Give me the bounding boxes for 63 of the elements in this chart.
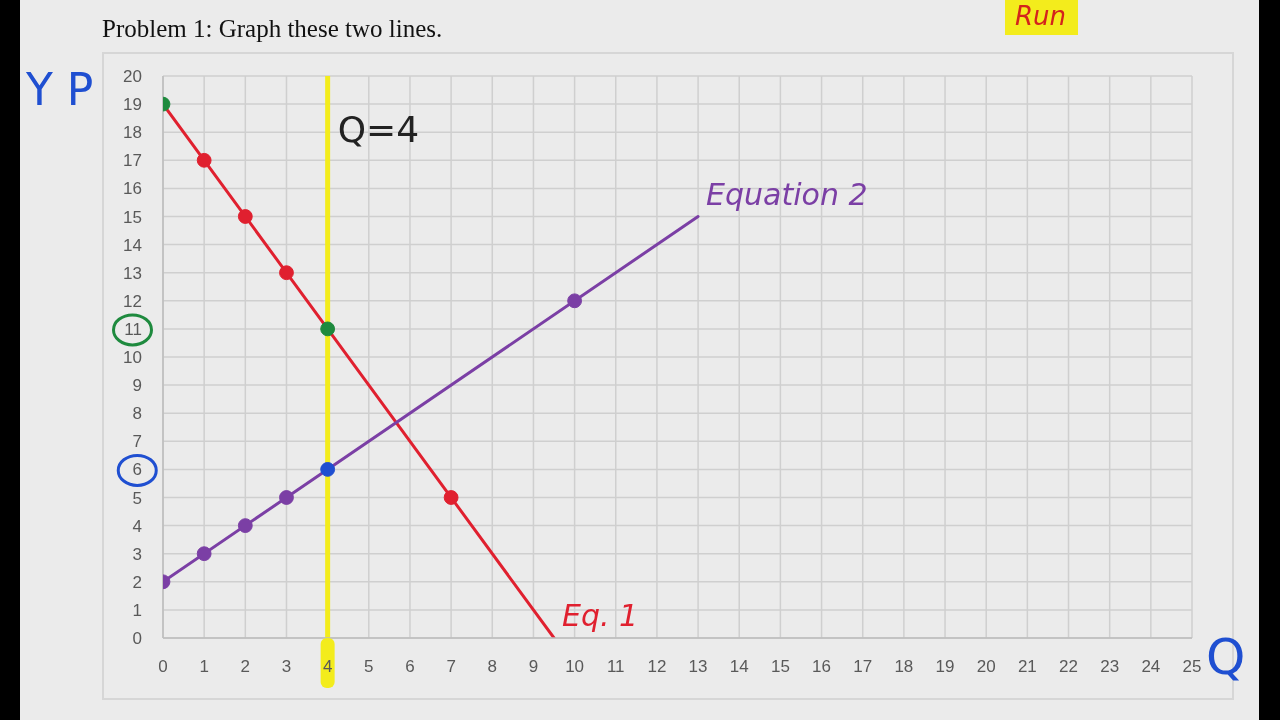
y-tick-label: 14 — [123, 235, 142, 255]
x-tick-label: 8 — [487, 657, 498, 677]
y-tick-label: 10 — [123, 348, 142, 368]
y-tick-label: 9 — [132, 376, 142, 396]
x-tick-label: 2 — [240, 657, 251, 677]
x-tick-label: 18 — [894, 657, 914, 677]
x-tick-label: 15 — [770, 657, 790, 677]
point — [443, 490, 459, 505]
x-tick-label: 7 — [446, 657, 456, 677]
ref-line-label: Q=4 — [337, 109, 420, 150]
x-tick-label: 11 — [606, 657, 625, 677]
x-tick-label: 4 — [322, 657, 333, 677]
x-tick-label: 22 — [1059, 657, 1078, 677]
x-tick-label: 6 — [405, 657, 415, 677]
x-tick-label: 5 — [364, 657, 374, 677]
x-tick-label: 0 — [158, 657, 168, 677]
y-tick-label: 16 — [123, 179, 142, 199]
y-tick-label: 1 — [132, 600, 142, 620]
y-tick-label: 0 — [132, 629, 142, 649]
y-tick-label: 12 — [123, 291, 142, 311]
y-tick-label: 15 — [123, 207, 142, 227]
x-tick-label: 20 — [976, 657, 996, 677]
x-tick-label: 24 — [1141, 657, 1161, 677]
point — [279, 490, 294, 505]
point — [567, 293, 583, 309]
y-tick-label: 3 — [132, 544, 142, 564]
series-label: Equation 2 — [706, 176, 868, 212]
y-tick-label: 8 — [132, 404, 142, 424]
x-tick-label: 21 — [1017, 657, 1037, 677]
y-axis-title: Y P — [26, 64, 94, 115]
y-tick-label: 5 — [132, 488, 142, 508]
y-tick-label: 4 — [132, 516, 142, 536]
point — [279, 265, 294, 281]
x-tick-label: 9 — [528, 657, 539, 677]
y-tick-label: 19 — [123, 95, 142, 115]
point — [237, 518, 253, 533]
x-tick-label: 25 — [1182, 657, 1202, 677]
text: Run — [1015, 1, 1067, 31]
x-tick-label: 3 — [281, 657, 292, 677]
y-tick-label: 2 — [132, 572, 142, 592]
x-tick-label: 12 — [647, 657, 667, 677]
series-label: Eq. 1 — [562, 598, 639, 633]
x-tick-label: 13 — [688, 657, 708, 677]
y-tick-label: 6 — [132, 460, 142, 480]
chart-title: Problem 1: Graph these two lines. — [102, 15, 443, 42]
x-tick-label: 14 — [729, 657, 749, 677]
x-tick-label: 17 — [853, 657, 873, 677]
x-tick-label: 1 — [199, 657, 209, 677]
x-tick-label: 10 — [565, 657, 585, 677]
point — [196, 152, 212, 168]
x-tick-label: 16 — [812, 657, 832, 677]
y-tick-label: 17 — [123, 151, 142, 171]
y-tick-label: 20 — [123, 67, 142, 87]
y-tick-label: 7 — [132, 432, 142, 452]
x-tick-label: 23 — [1100, 657, 1120, 677]
point — [237, 209, 253, 224]
point — [320, 462, 336, 477]
x-tick-label: 19 — [935, 657, 955, 677]
y-tick-label: 18 — [123, 123, 142, 143]
y-tick-label: 11 — [124, 319, 142, 339]
x-axis-title: Q — [1206, 628, 1246, 686]
y-tick-label: 13 — [123, 263, 142, 283]
point — [196, 546, 212, 562]
